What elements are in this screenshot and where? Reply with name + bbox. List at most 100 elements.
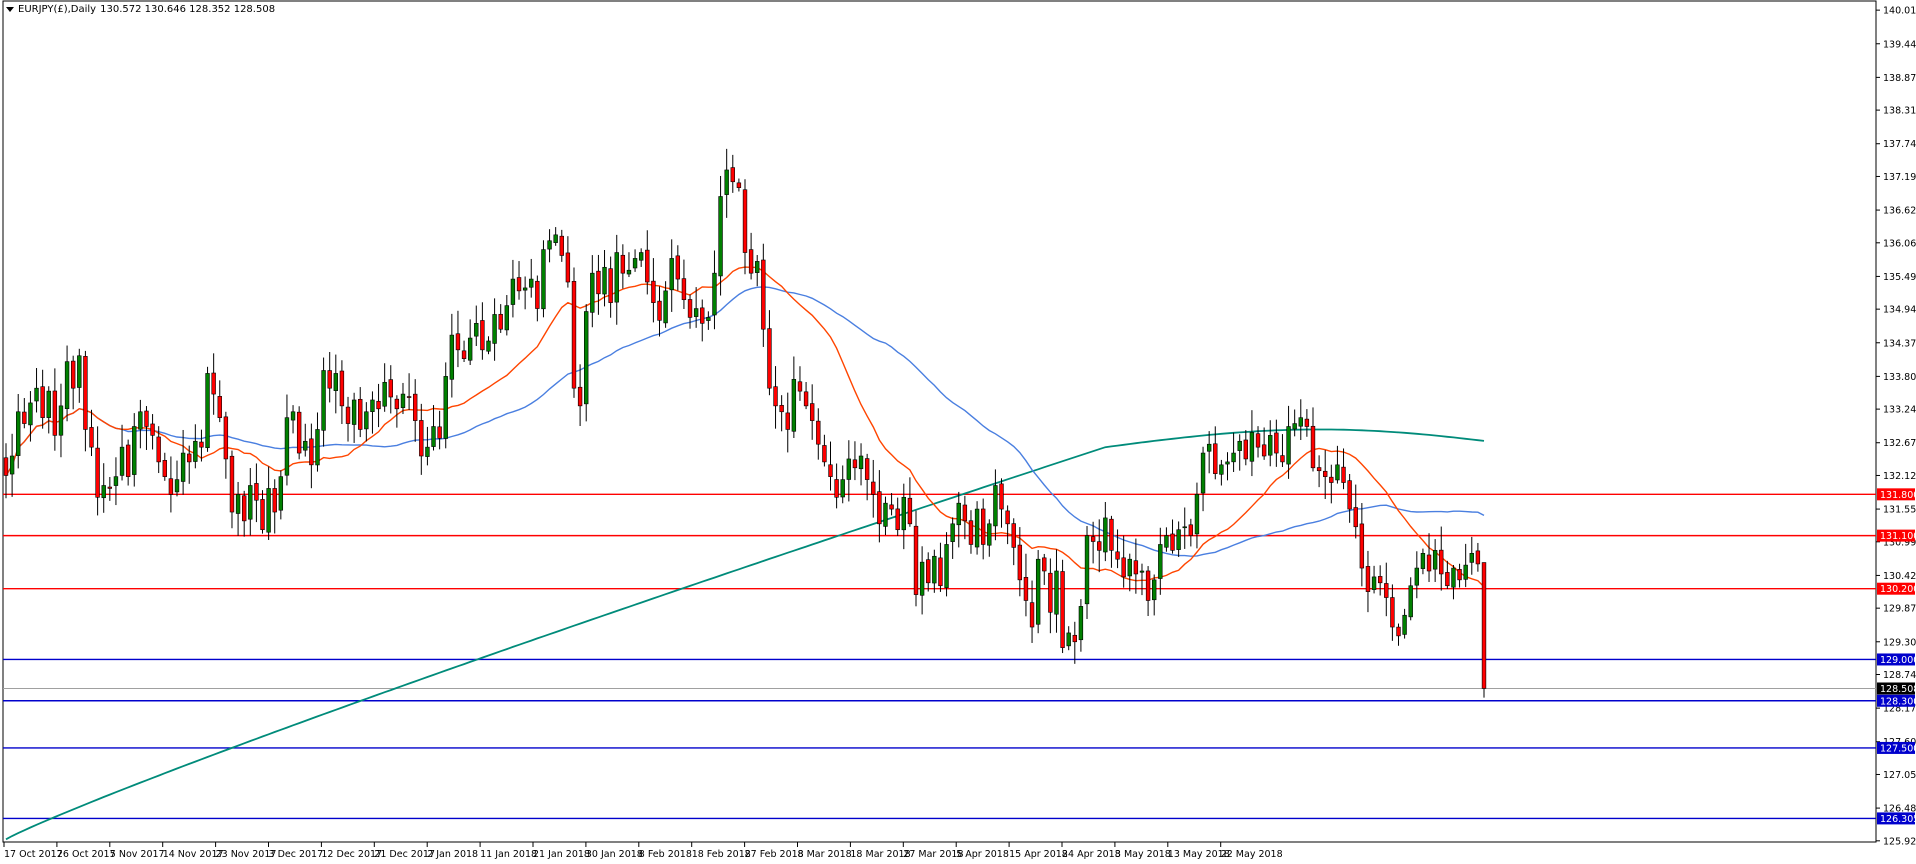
time-tick-label: 14 Nov 2017 <box>163 849 224 860</box>
bearish-candle <box>852 459 858 469</box>
bullish-candle <box>1231 452 1236 463</box>
bullish-candle <box>364 411 369 430</box>
bearish-candle <box>223 416 229 460</box>
bullish-candle <box>712 272 717 316</box>
bullish-candle <box>626 269 632 275</box>
bearish-candle <box>1457 569 1462 581</box>
horizontal-levels <box>3 493 1876 820</box>
bearish-candle <box>309 438 314 466</box>
bullish-candle <box>846 458 852 480</box>
bullish-candle <box>467 337 473 361</box>
level-label-text: 128.300 <box>1880 696 1916 707</box>
bullish-candle <box>315 429 320 466</box>
bearish-candle <box>327 370 332 389</box>
bullish-candle <box>1139 570 1145 573</box>
bullish-candle <box>791 379 797 432</box>
bullish-candle <box>370 399 375 412</box>
bullish-candle <box>492 314 497 344</box>
bullish-candle <box>993 485 998 527</box>
bearish-candle <box>1341 466 1346 483</box>
bullish-candle <box>1371 576 1377 590</box>
price-tick-label: 130.995 <box>1883 537 1916 548</box>
bearish-candle <box>968 520 974 545</box>
price-tick-label: 127.050 <box>1883 770 1916 781</box>
dropdown-triangle-icon[interactable] <box>6 7 14 12</box>
bearish-candle <box>1329 476 1334 483</box>
bearish-candle <box>864 458 870 480</box>
bearish-candle <box>687 299 693 318</box>
bearish-candle <box>70 360 76 389</box>
bullish-candle <box>1066 632 1071 647</box>
bearish-candle <box>107 486 113 489</box>
bullish-candle <box>602 266 607 295</box>
bullish-candle <box>669 258 674 291</box>
bearish-candle <box>980 508 986 545</box>
bullish-candle <box>1286 426 1291 465</box>
bearish-candle <box>962 504 968 522</box>
bearish-candle <box>125 444 131 477</box>
bearish-candle <box>150 423 155 436</box>
bearish-candle <box>1481 562 1487 689</box>
bullish-candle <box>174 479 180 493</box>
bearish-candle <box>565 252 571 283</box>
bullish-candle <box>663 290 668 324</box>
bullish-candle <box>1078 606 1084 641</box>
bullish-candle <box>46 390 51 418</box>
bearish-candle <box>797 381 803 392</box>
candlesticks <box>3 148 1487 698</box>
bullish-candle <box>431 426 436 447</box>
bullish-candle <box>956 502 961 526</box>
bearish-candle <box>1121 557 1126 578</box>
price-tick-label: 140.010 <box>1883 6 1916 17</box>
bullish-candle <box>235 494 241 514</box>
bearish-candle <box>938 557 943 587</box>
time-tick-label: 17 Oct 2017 <box>4 849 63 860</box>
bullish-candle <box>180 452 186 482</box>
bullish-candle <box>119 446 125 476</box>
price-tick-label: 132.120 <box>1883 471 1916 482</box>
bearish-candle <box>1359 523 1365 569</box>
bearish-candle <box>1261 444 1267 457</box>
bearish-candle <box>1029 602 1035 628</box>
bullish-candle <box>34 387 39 402</box>
bearish-candle <box>1115 551 1120 560</box>
bearish-candle <box>1445 572 1450 587</box>
bearish-candle <box>1145 570 1151 601</box>
bullish-candle <box>974 508 980 548</box>
bullish-candle <box>1420 553 1426 569</box>
bullish-candle <box>101 485 106 499</box>
level-label-box <box>1877 694 1915 707</box>
bullish-candle <box>266 488 271 533</box>
bearish-candle <box>260 499 265 531</box>
level-labels: 131.800 131.100 130.200 129.000 128.300 127.5… <box>1877 488 1916 825</box>
bullish-candle <box>632 258 638 269</box>
bearish-candle <box>596 270 601 295</box>
bullish-candle <box>382 381 387 407</box>
bullish-candle <box>504 305 510 331</box>
bearish-candle <box>144 410 149 427</box>
bearish-candle <box>498 313 503 330</box>
price-tick-label: 128.745 <box>1883 670 1916 681</box>
bullish-candle <box>510 278 516 305</box>
bullish-candle <box>278 476 284 511</box>
bearish-candle <box>1090 536 1096 542</box>
bullish-candle <box>400 393 406 408</box>
time-tick-label: 3 May 2018 <box>1115 849 1171 860</box>
bearish-candle <box>1243 439 1249 460</box>
bullish-candle <box>290 411 296 421</box>
bearish-candle <box>779 405 784 413</box>
bullish-candle <box>77 355 82 388</box>
time-tick-label: 3 Dec 2017 <box>269 849 324 860</box>
bullish-candle <box>205 373 210 449</box>
bullish-candle <box>1335 464 1340 481</box>
bullish-candle <box>541 249 546 310</box>
bullish-candle <box>193 440 198 462</box>
bullish-candle <box>321 370 326 431</box>
bullish-candle <box>1225 461 1230 465</box>
bearish-candle <box>1390 597 1395 628</box>
bearish-candle <box>1023 577 1029 601</box>
bearish-candle <box>1042 557 1047 572</box>
